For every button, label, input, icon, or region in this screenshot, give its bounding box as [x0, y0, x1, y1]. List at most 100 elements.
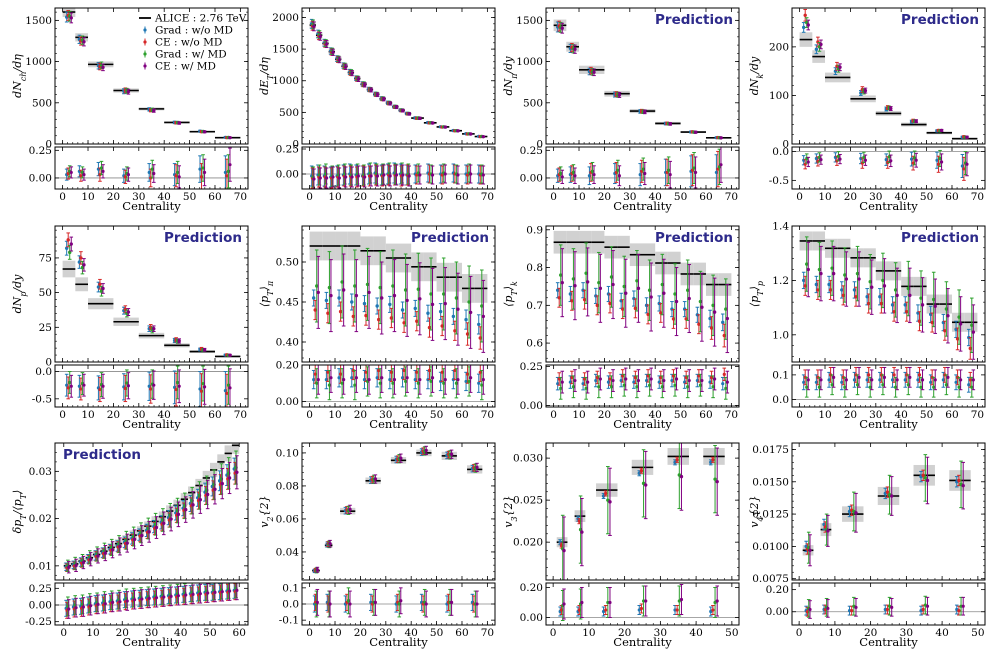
ratio-point: [418, 378, 422, 382]
ratio-point: [378, 381, 382, 385]
model-point: [456, 307, 460, 311]
ratio-point: [911, 161, 915, 165]
model-point: [467, 300, 471, 304]
x-tick-label: 30: [379, 409, 392, 421]
ratio-point: [648, 383, 652, 387]
x-tick-label: 20: [354, 409, 367, 421]
model-point: [840, 288, 844, 292]
model-point: [881, 278, 885, 283]
ratio-point: [910, 157, 914, 161]
ratio-y-tick-label: 0.00: [520, 172, 543, 184]
ratio-point: [369, 174, 373, 178]
ratio-point: [806, 378, 810, 382]
ratio-point: [814, 156, 818, 161]
ratio-point: [226, 383, 231, 387]
ratio-point: [223, 389, 227, 393]
ratio-point: [354, 376, 358, 380]
x-tick-label: 40: [158, 409, 171, 421]
ratio-point: [402, 368, 406, 373]
ratio-point: [805, 385, 809, 389]
ratio-plot-area: [792, 366, 985, 400]
ratio-point: [619, 378, 623, 383]
x-tick-label: 10: [818, 191, 831, 203]
model-point: [318, 34, 322, 39]
ratio-point: [587, 174, 592, 178]
model-point: [941, 320, 946, 325]
model-point: [442, 292, 446, 296]
ratio-point: [844, 378, 848, 382]
ratio-point: [367, 378, 371, 382]
model-point: [697, 322, 701, 326]
model-point: [646, 312, 650, 317]
main-plot-area: [309, 18, 488, 139]
ratio-frame: [54, 146, 249, 190]
ratio-point: [350, 376, 354, 380]
model-point: [722, 333, 726, 338]
model-point: [711, 303, 715, 308]
model-point: [430, 121, 435, 125]
y-tick-label: 1000: [516, 56, 543, 68]
y-tick-label: 0: [782, 139, 789, 151]
model-point: [693, 130, 698, 134]
ratio-point: [356, 174, 360, 178]
y-tick-label: 1.0: [772, 329, 789, 341]
ratio-point: [721, 382, 725, 386]
model-point: [388, 302, 392, 307]
model-point: [592, 70, 596, 74]
model-point: [659, 311, 663, 315]
ratio-point: [571, 385, 576, 389]
model-point: [870, 285, 874, 289]
model-point: [968, 346, 972, 351]
model-point: [712, 310, 717, 314]
ratio-point: [125, 381, 129, 385]
x-tick-label: 30: [869, 191, 882, 203]
ratio-point: [933, 378, 937, 382]
ratio-point: [223, 170, 227, 175]
ratio-point: [643, 171, 647, 176]
ratio-point: [329, 376, 333, 380]
ratio-point: [480, 383, 484, 387]
model-point: [477, 322, 481, 327]
ratio-point: [312, 378, 316, 382]
model-point: [407, 112, 411, 116]
x-axis-label: Centrality: [369, 417, 428, 431]
ratio-point: [391, 381, 395, 385]
ratio-point: [870, 378, 874, 382]
ratio-point: [817, 155, 822, 159]
y-axis-label: ⟨pT⟩π: [258, 280, 275, 307]
ratio-point: [177, 384, 181, 388]
main-plot-area: [62, 232, 241, 358]
ratio-point: [559, 386, 563, 390]
model-point: [611, 282, 615, 287]
ratio-point: [592, 173, 596, 177]
legend-marker: [143, 28, 147, 32]
ratio-y-tick-label: 0.00: [276, 169, 299, 181]
legend-marker: [143, 64, 147, 68]
x-tick-label: 50: [430, 409, 443, 421]
model-point: [126, 89, 131, 94]
model-point: [376, 317, 381, 322]
x-tick-label: 50: [183, 191, 196, 203]
x-tick-label: 70: [971, 191, 984, 203]
model-point: [698, 299, 703, 304]
main-frame: [301, 7, 496, 145]
model-point: [673, 292, 677, 296]
model-point: [228, 135, 232, 140]
ratio-point: [862, 155, 866, 159]
model-point: [389, 316, 394, 320]
ratio-plot-area: [792, 149, 985, 181]
model-point: [668, 122, 672, 126]
ratio-point: [611, 378, 615, 383]
model-point: [351, 314, 355, 319]
panel-6: 0.40 0.45 0.50 0.00 0.20 0 10 20 30 40 50 60 70 Centr…: [258, 225, 496, 431]
model-point: [719, 136, 723, 140]
ratio-point: [946, 375, 950, 379]
ratio-point: [353, 383, 357, 387]
y-axis-label: dNp/dy: [11, 274, 28, 314]
ratio-point: [174, 174, 178, 178]
model-point: [101, 286, 105, 291]
ratio-point: [68, 380, 72, 385]
model-point: [721, 320, 725, 325]
